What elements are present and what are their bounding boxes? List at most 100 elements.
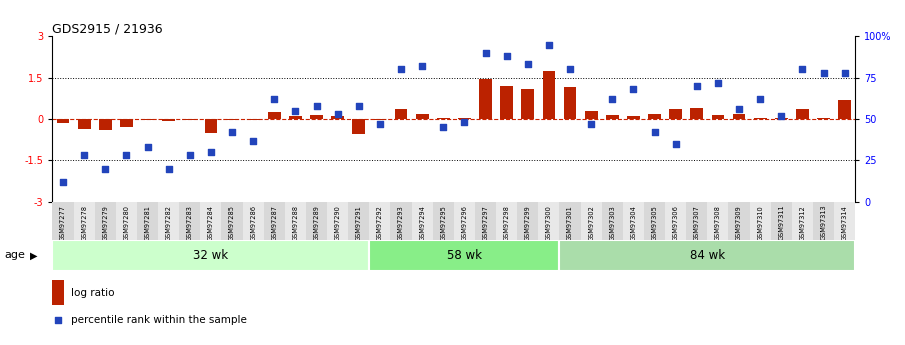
Bar (116, 202, 137, 240)
Point (710, 80, 725, 85)
Bar (670, 109, 682, 119)
Bar (581, 202, 602, 240)
Text: GSM97299: GSM97299 (525, 205, 531, 240)
Point (183, 153, 197, 158)
Point (690, 83, 704, 89)
Point (647, 129, 662, 135)
Bar (564, 87, 576, 119)
Bar (369, 202, 390, 240)
Text: GSM97296: GSM97296 (462, 205, 467, 241)
Point (669, 141, 683, 147)
Point (246, 138, 261, 143)
Point (51, 317, 66, 323)
Bar (838, 100, 851, 119)
Point (140, 145, 155, 150)
Bar (480, 79, 492, 119)
Bar (733, 114, 746, 119)
Text: GSM97302: GSM97302 (588, 205, 595, 241)
Text: GSM97292: GSM97292 (376, 205, 383, 241)
Bar (141, 119, 154, 120)
Point (414, 63, 429, 69)
Bar (52, 280, 64, 305)
Bar (57, 119, 70, 123)
Bar (691, 108, 703, 119)
Bar (268, 112, 281, 119)
Bar (222, 202, 243, 240)
Bar (602, 202, 623, 240)
Text: GSM97288: GSM97288 (292, 205, 299, 241)
Text: log ratio: log ratio (71, 288, 115, 297)
Bar (73, 202, 95, 240)
Point (351, 103, 366, 109)
Text: GSM97298: GSM97298 (504, 205, 510, 241)
Bar (137, 202, 158, 240)
Bar (623, 202, 644, 240)
Bar (458, 118, 471, 119)
Text: GSM97294: GSM97294 (419, 205, 425, 241)
Bar (200, 202, 222, 240)
Bar (585, 111, 597, 119)
Text: GSM97314: GSM97314 (842, 205, 848, 240)
Bar (644, 202, 665, 240)
Bar (792, 202, 813, 240)
Bar (796, 109, 809, 119)
Bar (729, 202, 749, 240)
Text: ▶: ▶ (30, 250, 37, 260)
Text: GSM97293: GSM97293 (398, 205, 404, 240)
Bar (437, 118, 450, 119)
Bar (496, 202, 518, 240)
Bar (813, 202, 834, 240)
Point (774, 113, 788, 118)
Text: GSM97312: GSM97312 (799, 205, 805, 240)
Text: GSM97301: GSM97301 (567, 205, 573, 240)
Bar (184, 119, 196, 120)
Bar (648, 114, 661, 119)
Text: GSM97300: GSM97300 (546, 205, 552, 241)
Bar (99, 119, 111, 130)
Bar (95, 202, 116, 240)
Bar (120, 119, 133, 127)
Bar (686, 202, 708, 240)
Point (542, 42, 557, 47)
Text: GSM97282: GSM97282 (166, 205, 172, 241)
Point (520, 62, 535, 67)
Bar (243, 202, 263, 240)
Bar (754, 118, 767, 119)
Bar (775, 118, 787, 119)
Text: GSM97313: GSM97313 (821, 205, 826, 240)
Bar (52, 202, 73, 240)
Text: GSM97280: GSM97280 (123, 205, 129, 241)
Bar (225, 119, 238, 120)
Point (394, 67, 408, 72)
Point (288, 108, 302, 114)
Point (479, 50, 493, 56)
Text: 32 wk: 32 wk (194, 249, 228, 262)
Bar (162, 119, 175, 121)
Point (373, 121, 387, 127)
Bar (538, 202, 559, 240)
Point (77, 153, 91, 158)
Bar (559, 202, 581, 240)
Bar (433, 202, 453, 240)
Point (584, 121, 598, 127)
Text: GSM97297: GSM97297 (482, 205, 489, 241)
Point (436, 125, 451, 130)
Text: GSM97291: GSM97291 (356, 205, 362, 240)
Text: 84 wk: 84 wk (690, 249, 725, 262)
Bar (627, 116, 640, 119)
Text: GSM97303: GSM97303 (609, 205, 615, 240)
Bar (352, 119, 365, 134)
Bar (158, 202, 179, 240)
Bar (348, 202, 369, 240)
Point (732, 106, 747, 112)
Text: GSM97279: GSM97279 (102, 205, 109, 241)
Point (330, 111, 345, 117)
Bar (331, 116, 344, 119)
Bar (369, 240, 559, 271)
Bar (521, 89, 534, 119)
Point (119, 153, 134, 158)
Bar (289, 116, 301, 119)
Text: GSM97285: GSM97285 (229, 205, 235, 241)
Text: GSM97304: GSM97304 (631, 205, 636, 241)
Bar (500, 86, 513, 119)
